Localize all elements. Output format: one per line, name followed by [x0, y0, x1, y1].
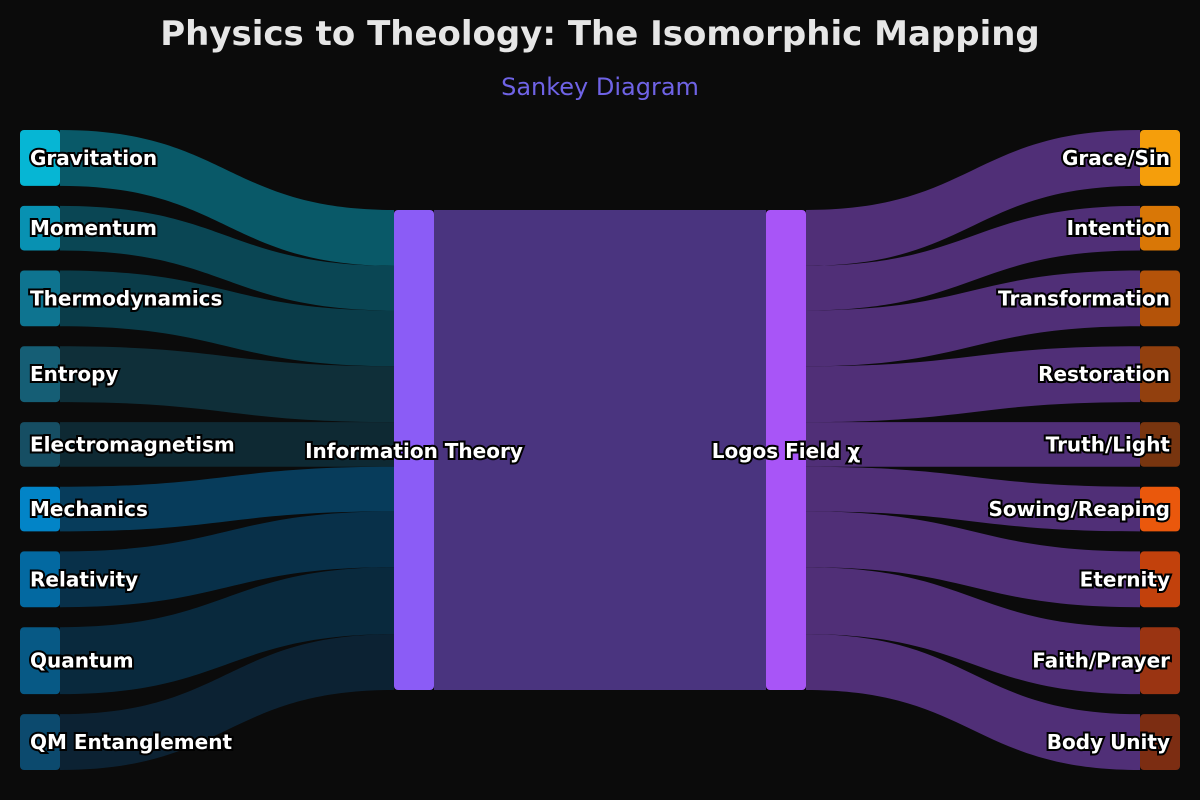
- link-source-7: [60, 567, 394, 695]
- link-target-1: [806, 205, 1140, 311]
- diagram-title: Physics to Theology: The Isomorphic Mapp…: [160, 14, 1040, 54]
- target-label-8: Body Unity: [1047, 730, 1170, 754]
- labels-layer: Gravitation Momentum Thermodynamics Entropy…: [28, 144, 1172, 756]
- target-label-2: Transformation: [998, 286, 1170, 310]
- target-node-2: [1140, 270, 1180, 327]
- source-node-8: [20, 714, 60, 770]
- target-node-6: [1140, 551, 1180, 608]
- link-target-2: [806, 270, 1140, 367]
- target-label-6: Eternity: [1080, 567, 1170, 591]
- source-label-4: Electromagnetism: [30, 432, 235, 456]
- source-label-5: Mechanics: [30, 497, 148, 521]
- link-source-5: [60, 466, 394, 532]
- source-label-8: QM Entanglement: [30, 730, 232, 754]
- source-node-5: [20, 486, 60, 532]
- link-source-3: [60, 346, 394, 423]
- target-node-7: [1140, 627, 1180, 695]
- source-node-4: [20, 422, 60, 467]
- target-node-1: [1140, 205, 1180, 251]
- link-source-2: [60, 270, 394, 367]
- target-label-0: Grace/Sin: [1062, 146, 1170, 170]
- link-target-4: [806, 422, 1140, 467]
- link-target-7: [806, 567, 1140, 695]
- link-target-3: [806, 346, 1140, 423]
- link-hub-to-hub: [434, 210, 766, 690]
- link-source-0: [60, 130, 394, 266]
- target-label-7: Faith/Prayer: [1032, 649, 1170, 673]
- links-layer: [60, 130, 1140, 770]
- target-node-0: [1140, 130, 1180, 186]
- source-node-1: [20, 205, 60, 251]
- source-label-1: Momentum: [30, 216, 157, 240]
- link-source-1: [60, 205, 394, 311]
- link-target-5: [806, 466, 1140, 532]
- source-label-7: Quantum: [30, 649, 134, 673]
- source-node-2: [20, 270, 60, 327]
- hub-label-logos-field: Logos Field χ: [712, 439, 861, 463]
- link-target-0: [806, 130, 1140, 266]
- source-node-0: [20, 130, 60, 186]
- hub-node-logos-field: [766, 210, 806, 690]
- source-node-7: [20, 627, 60, 695]
- nodes-layer: [20, 130, 1180, 770]
- target-node-8: [1140, 714, 1180, 770]
- source-node-3: [20, 346, 60, 403]
- link-source-8: [60, 634, 394, 770]
- target-label-5: Sowing/Reaping: [988, 497, 1170, 521]
- source-label-6: Relativity: [30, 567, 138, 591]
- hub-node-information-theory: [394, 210, 434, 690]
- source-label-3: Entropy: [30, 362, 118, 386]
- source-label-2: Thermodynamics: [30, 286, 222, 310]
- target-label-1: Intention: [1067, 216, 1170, 240]
- link-source-6: [60, 511, 394, 608]
- diagram-subtitle: Sankey Diagram: [501, 73, 699, 101]
- target-node-3: [1140, 346, 1180, 403]
- target-node-5: [1140, 486, 1180, 532]
- link-target-6: [806, 511, 1140, 608]
- link-target-8: [806, 634, 1140, 770]
- hub-label-information-theory: Information Theory: [305, 439, 523, 463]
- source-label-0: Gravitation: [30, 146, 157, 170]
- target-label-3: Restoration: [1038, 362, 1170, 386]
- source-node-6: [20, 551, 60, 608]
- target-label-4: Truth/Light: [1046, 432, 1171, 456]
- target-node-4: [1140, 422, 1180, 467]
- link-source-4: [60, 422, 394, 467]
